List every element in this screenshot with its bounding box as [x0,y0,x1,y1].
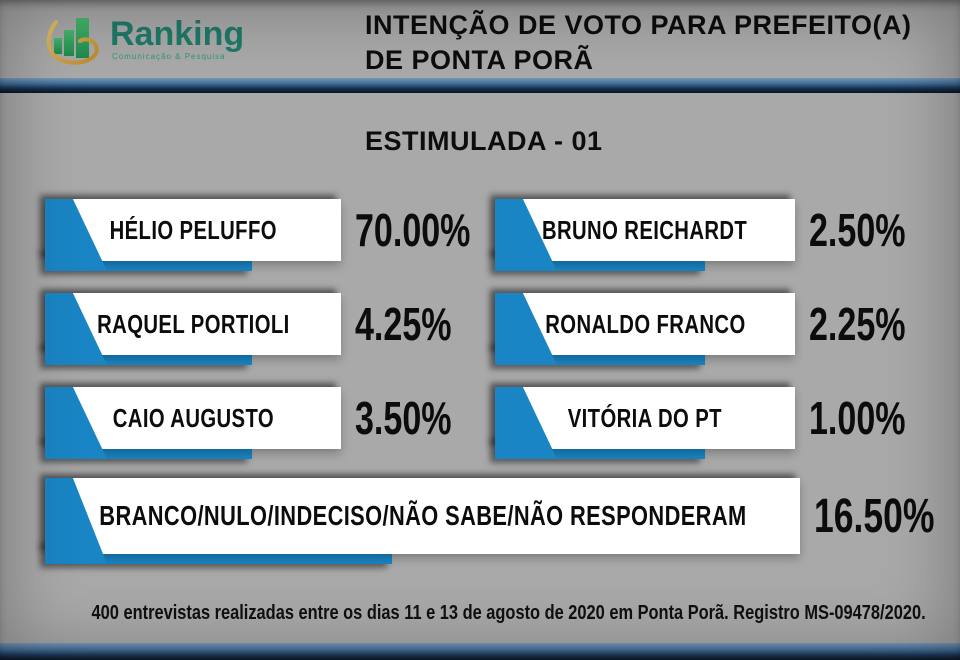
title-line-1: INTENÇÃO DE VOTO PARA PREFEITO(A) [365,10,912,40]
logo-tagline: Comunicação & Pesquisa [112,52,226,61]
name-plate-background: RONALDO FRANCO [495,293,795,355]
percentage-value: 1.00% [809,392,906,444]
candidate-name-plate: CAIO AUGUSTO [45,387,341,459]
candidate-name: HÉLIO PELUFFO [109,214,277,245]
result-row-vitoria-do-pt: VITÓRIA DO PT 1.00% [495,387,939,459]
logo-text: Ranking Comunicação & Pesquisa [110,17,244,61]
candidate-name: RONALDO FRANCO [544,308,746,339]
footer-band [0,643,960,660]
percentage-value: 70.00% [355,204,471,256]
percentage-value: 3.50% [355,392,452,444]
candidate-name-plate: VITÓRIA DO PT [495,387,795,459]
candidate-name: BRUNO REICHARDT [542,214,748,245]
candidate-name-plate: BRANCO/NULO/INDECISO/NÃO SABE/NÃO RESPON… [45,478,800,564]
candidate-name-plate: RONALDO FRANCO [495,293,795,365]
result-row-branco-nulo-indeciso: BRANCO/NULO/INDECISO/NÃO SABE/NÃO RESPON… [45,478,960,564]
footnote-text: 400 entrevistas realizadas entre os dias… [91,602,926,624]
candidate-name: CAIO AUGUSTO [112,402,274,433]
result-row-helio-peluffo: HÉLIO PELUFFO 70.00% [45,199,511,271]
header-divider-band [0,78,960,93]
candidate-name: RAQUEL PORTIOLI [96,308,290,339]
candidate-name-plate: BRUNO REICHARDT [495,199,795,271]
percentage-value: 16.50% [814,489,935,543]
page-title: INTENÇÃO DE VOTO PARA PREFEITO(A) DE PON… [365,8,940,78]
subtitle-estimulada: ESTIMULADA - 01 [365,126,603,156]
candidate-name: BRANCO/NULO/INDECISO/NÃO SABE/NÃO RESPON… [98,500,747,531]
result-row-bruno-reichardt: BRUNO REICHARDT 2.50% [495,199,939,271]
result-row-ronaldo-franco: RONALDO FRANCO 2.25% [495,293,939,365]
title-line-2: DE PONTA PORÃ [365,45,594,75]
candidate-name-plate: RAQUEL PORTIOLI [45,293,341,365]
name-plate-background: BRANCO/NULO/INDECISO/NÃO SABE/NÃO RESPON… [45,478,800,554]
percentage-value: 2.25% [809,298,906,350]
ranking-logo: Ranking Comunicação & Pesquisa [46,8,244,70]
logo-brand-name: Ranking [110,15,245,53]
result-row-caio-augusto: CAIO AUGUSTO 3.50% [45,387,485,459]
survey-footnote: 400 entrevistas realizadas entre os dias… [0,602,960,625]
result-row-raquel-portioli: RAQUEL PORTIOLI 4.25% [45,293,485,365]
candidate-name: VITÓRIA DO PT [567,402,723,433]
candidate-name-plate: HÉLIO PELUFFO [45,199,341,271]
percentage-value: 4.25% [355,298,452,350]
percentage-value: 2.50% [809,204,906,256]
bar-chart-swoosh-icon [46,18,99,65]
